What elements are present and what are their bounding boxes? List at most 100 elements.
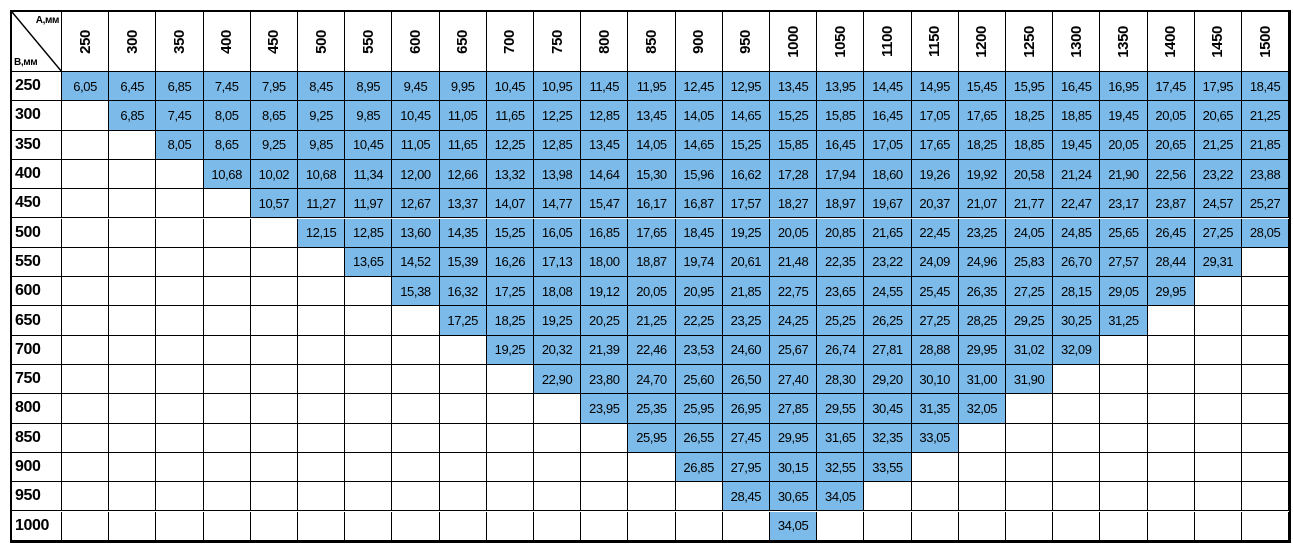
column-label: 1500 [1256,25,1274,58]
table-cell [62,423,110,453]
table-cell [345,277,393,307]
row-header: 350 [12,130,62,160]
corner-b: B,мм [14,57,38,68]
table-cell: 18,85 [1053,101,1101,131]
row-header: 1000 [12,511,62,541]
table-cell: 32,05 [958,394,1006,424]
table-cell: 17,94 [817,159,865,190]
table-cell: 23,25 [958,218,1006,248]
table-cell: 29,95 [958,335,1006,365]
table-cell: 16,45 [864,101,912,131]
column-label: 1300 [1067,25,1085,58]
column-header: 900 [675,12,723,72]
table-cell [62,511,110,541]
row-header: 950 [12,482,62,512]
table-cell: 14,07 [486,189,534,219]
table-cell: 22,75 [770,277,818,307]
row-header: 750 [12,365,62,395]
table-cell [62,306,110,336]
table-cell [1194,423,1242,453]
table-cell [1242,365,1290,395]
table-cell: 19,74 [675,247,723,278]
table-cell [864,482,912,512]
column-header: 700 [486,12,534,72]
table-cell [534,423,582,453]
table-cell [958,423,1006,453]
table-cell: 8,65 [203,130,251,160]
table-cell: 10,45 [345,130,393,160]
table: A,мм B,мм 250 300 350 400 450 500 550 600 650 700 75… [10,10,1292,543]
table-cell: 30,65 [770,482,818,512]
table-cell [250,394,298,424]
table-cell: 18,00 [581,247,629,278]
table-cell: 16,87 [675,189,723,219]
table-cell: 24,25 [770,306,818,336]
table-cell [534,511,582,541]
table-cell [1194,394,1242,424]
table-cell: 15,25 [770,101,818,131]
table-cell [345,423,393,453]
table-cell [298,365,346,395]
corner-cell: A,мм B,мм [12,12,62,72]
table-cell [203,277,251,307]
table-cell: 23,87 [1147,189,1195,219]
table-cell [1100,452,1148,483]
table-cell: 19,25 [534,306,582,336]
table-cell: 16,45 [817,130,865,160]
table-cell [439,423,487,453]
table-cell: 33,05 [911,423,959,453]
column-header: 1250 [1006,12,1054,72]
table-cell: 33,55 [864,452,912,483]
table-cell: 24,09 [911,247,959,278]
column-label: 1200 [973,25,991,58]
column-label: 600 [406,29,424,54]
table-cell: 27,81 [864,335,912,365]
table-cell [109,247,157,278]
table-cell: 18,25 [1006,101,1054,131]
table-cell: 10,57 [250,189,298,219]
table-cell: 20,05 [770,218,818,248]
table-cell: 22,35 [817,247,865,278]
table-cell: 25,65 [1100,218,1148,248]
row-header: 650 [12,306,62,336]
table-cell: 19,25 [486,335,534,365]
table-cell [1053,511,1101,541]
table-cell: 32,09 [1053,335,1101,365]
table-cell: 21,25 [628,306,676,336]
table-cell: 21,25 [1242,101,1290,131]
table-cell [203,365,251,395]
table-cell [109,335,157,365]
column-header: 1200 [958,12,1006,72]
table-cell [581,511,629,541]
column-label: 350 [170,29,188,54]
table-cell [439,452,487,483]
table-cell: 19,12 [581,277,629,307]
table-cell: 20,32 [534,335,582,365]
table-cell [62,482,110,512]
table-cell: 13,98 [534,159,582,190]
table-cell [1194,365,1242,395]
table-cell [581,452,629,483]
table-cell [298,452,346,483]
table-cell: 24,55 [864,277,912,307]
table-cell [911,452,959,483]
table-cell: 15,47 [581,189,629,219]
table-cell: 19,92 [958,159,1006,190]
table-cell [1006,452,1054,483]
table-cell [1147,394,1195,424]
table-cell: 18,97 [817,189,865,219]
table-cell: 17,05 [864,130,912,160]
column-label: 650 [454,29,472,54]
table-cell: 6,05 [62,72,110,102]
table-cell [250,247,298,278]
column-label: 1050 [831,25,849,58]
table-cell: 23,22 [1194,159,1242,190]
table-cell: 20,95 [675,277,723,307]
table-cell [486,365,534,395]
column-header: 1150 [911,12,959,72]
table-cell: 22,25 [675,306,723,336]
table-cell [109,218,157,248]
table-cell [250,365,298,395]
table-cell [1053,394,1101,424]
table-cell: 13,45 [770,72,818,102]
